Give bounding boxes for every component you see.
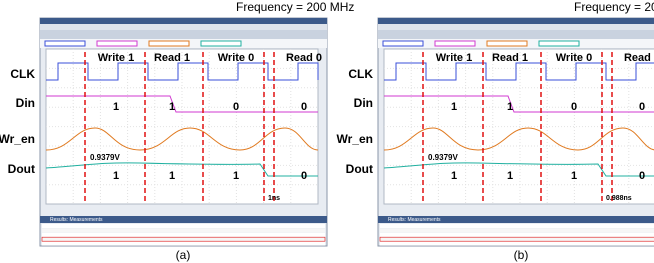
channel-chip bbox=[383, 41, 423, 46]
din-bit: 0 bbox=[233, 101, 239, 113]
measurement-row bbox=[380, 228, 654, 232]
operation-label: Write 1 bbox=[98, 52, 134, 64]
measurement-row bbox=[380, 242, 654, 246]
channel-chip bbox=[149, 41, 189, 46]
din-bit: 1 bbox=[113, 101, 119, 113]
menu-bar bbox=[378, 24, 654, 30]
signal-label: Dout bbox=[346, 162, 373, 176]
measurement-row bbox=[380, 224, 654, 228]
operation-label: Read 0 bbox=[286, 52, 322, 64]
measurement-row bbox=[380, 237, 654, 241]
timing-note: 1ns bbox=[268, 195, 280, 202]
voltage-note: 0.9379V bbox=[90, 153, 120, 162]
figure: Frequency = 200 MHz CLK Din Wr_en Dout Write … bbox=[0, 0, 654, 263]
channel-chip bbox=[97, 41, 137, 46]
channel-chip bbox=[435, 41, 475, 46]
operation-label: Read 1 bbox=[492, 52, 528, 64]
measurement-row bbox=[42, 242, 325, 246]
measurement-title: Results: Measurements bbox=[50, 217, 103, 223]
frequency-label: Frequency = 200 MHz bbox=[236, 0, 354, 14]
dout-bit: 1 bbox=[113, 170, 119, 182]
din-bit: 0 bbox=[639, 101, 645, 113]
title-bar bbox=[40, 18, 327, 24]
operation-label: Write 0 bbox=[218, 52, 254, 64]
dout-bit: 1 bbox=[507, 170, 513, 182]
title-bar bbox=[378, 18, 654, 24]
panel: Frequency = 200 MHz CLK Din Wr_en Dout Write … bbox=[0, 0, 354, 262]
measurement-row bbox=[380, 233, 654, 237]
signal-label: Dout bbox=[8, 162, 35, 176]
dout-bit: 0 bbox=[301, 170, 307, 182]
caption: (a) bbox=[176, 248, 191, 262]
toolbar bbox=[40, 30, 327, 39]
signal-label: CLK bbox=[10, 67, 35, 81]
signal-label: Din bbox=[354, 96, 373, 110]
panel: Frequency = 200 MHz CLK Din Wr_en Dout Write … bbox=[337, 0, 654, 262]
dout-bit: 1 bbox=[451, 170, 457, 182]
channel-chip bbox=[539, 41, 579, 46]
menu-bar bbox=[40, 24, 327, 30]
din-bit: 1 bbox=[169, 101, 175, 113]
din-bit: 1 bbox=[451, 101, 457, 113]
signal-label: Din bbox=[16, 96, 35, 110]
dout-bit: 1 bbox=[169, 170, 175, 182]
frequency-label: Frequency = 200 MHz bbox=[574, 0, 654, 14]
measurement-title: Results: Measurements bbox=[388, 217, 441, 223]
timing-note: 0.988ns bbox=[606, 195, 632, 202]
channel-chip bbox=[45, 41, 85, 46]
channel-chip bbox=[487, 41, 527, 46]
din-bit: 0 bbox=[301, 101, 307, 113]
signal-label: Wr_en bbox=[0, 132, 35, 146]
dout-bit: 1 bbox=[571, 170, 577, 182]
din-bit: 0 bbox=[571, 101, 577, 113]
channel-chip bbox=[201, 41, 241, 46]
dout-bit: 0 bbox=[639, 170, 645, 182]
operation-label: Read 0 bbox=[624, 52, 654, 64]
signal-label: CLK bbox=[348, 67, 373, 81]
measurement-row bbox=[42, 224, 325, 228]
measurement-row bbox=[42, 233, 325, 237]
toolbar bbox=[378, 30, 654, 39]
operation-label: Read 1 bbox=[154, 52, 190, 64]
measurement-row bbox=[42, 228, 325, 232]
operation-label: Write 1 bbox=[436, 52, 472, 64]
din-bit: 1 bbox=[507, 101, 513, 113]
caption: (b) bbox=[514, 248, 529, 262]
signal-label: Wr_en bbox=[337, 132, 373, 146]
dout-bit: 1 bbox=[233, 170, 239, 182]
operation-label: Write 0 bbox=[556, 52, 592, 64]
measurement-row bbox=[42, 237, 325, 241]
voltage-note: 0.9379V bbox=[428, 153, 458, 162]
